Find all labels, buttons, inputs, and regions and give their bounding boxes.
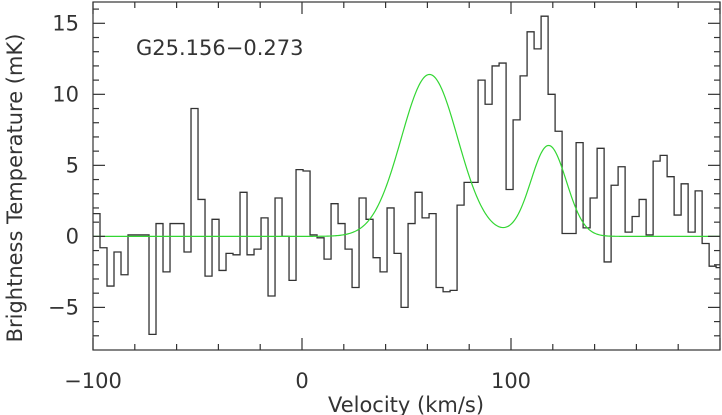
x-axis-label: Velocity (km/s) — [328, 393, 484, 415]
x-tick-label: −100 — [64, 369, 122, 393]
spectrum-histogram — [93, 15, 720, 336]
y-tick-label: 15 — [52, 11, 79, 35]
x-tick-label: 0 — [295, 369, 308, 393]
plot-area — [93, 15, 720, 336]
y-tick-label: 0 — [66, 224, 79, 248]
gaussian-fit-line — [93, 73, 720, 237]
y-axis-label: Brightness Temperature (mK) — [3, 34, 27, 343]
y-axis: −5 0 5 10 15 — [48, 8, 720, 337]
y-tick-label: −5 — [48, 295, 79, 319]
y-tick-label: 10 — [52, 82, 79, 106]
y-tick-label: 5 — [66, 153, 79, 177]
source-annotation: G25.156−0.273 — [136, 36, 303, 60]
plot-frame — [92, 1, 721, 351]
x-tick-label: 100 — [491, 369, 531, 393]
x-axis: −100 0 100 — [64, 2, 721, 393]
